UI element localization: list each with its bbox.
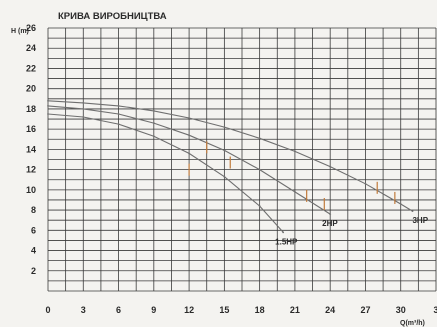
series-point	[82, 116, 85, 118]
chart-title: КРИВА ВИРОБНИЦТВА	[58, 11, 167, 22]
series-line-1.5hp	[47, 113, 284, 233]
series-point	[329, 165, 332, 168]
series-point	[223, 149, 226, 152]
x-tick-label: 21	[290, 305, 300, 315]
y-tick-label: 24	[26, 43, 36, 53]
y-tick-label: 16	[26, 124, 36, 134]
grid	[47, 27, 437, 292]
series-point	[117, 123, 120, 125]
series-label: 3HP	[412, 216, 428, 225]
x-tick-label: 0	[45, 305, 50, 315]
series-point	[399, 203, 402, 205]
x-tick-label: 24	[325, 305, 335, 315]
series-point	[223, 175, 226, 178]
x-tick-label: 30	[396, 305, 406, 315]
series-point	[82, 108, 85, 110]
series-point	[82, 101, 85, 104]
series-point	[47, 99, 49, 102]
series-point	[188, 134, 190, 137]
tick-labels: 0 3 6 9 12 15 18 21 24 27 30 3246810121416182022242…	[26, 23, 437, 315]
y-tick-label: 14	[26, 144, 36, 154]
series-point	[152, 122, 155, 124]
series-point	[117, 113, 120, 115]
series-curves: 1.5HP 2HP 3HP	[47, 99, 429, 246]
x-tick-label: 6	[116, 305, 121, 315]
series-label: 1.5HP	[275, 237, 298, 246]
series-point	[188, 152, 190, 155]
series-point	[152, 135, 155, 138]
x-tick-label: 27	[360, 305, 370, 315]
y-axis-label: H (m)	[11, 28, 29, 35]
y-tick-label: 10	[26, 185, 36, 195]
x-tick-label: 3	[433, 305, 437, 315]
series-point	[329, 213, 332, 216]
x-axis-label: Q(m³/h)	[400, 320, 425, 327]
series-point	[258, 168, 261, 171]
y-tick-label: 20	[26, 84, 36, 94]
y-tick-label: 2	[31, 266, 36, 276]
series-point	[188, 117, 190, 119]
y-tick-label: 4	[31, 246, 36, 256]
series-point	[47, 104, 49, 107]
x-tick-label: 18	[255, 305, 265, 315]
x-tick-label: 9	[151, 305, 156, 315]
y-tick-label: 8	[31, 205, 36, 215]
series-point	[258, 205, 261, 207]
y-tick-label: 22	[26, 63, 36, 73]
series-point	[294, 150, 296, 153]
x-tick-label: 15	[219, 305, 229, 315]
series-label: 2HP	[322, 219, 338, 228]
series-point	[364, 182, 367, 185]
series-point	[152, 110, 155, 112]
y-tick-label: 12	[26, 165, 36, 175]
y-tick-label: 6	[31, 225, 36, 235]
series-point	[282, 231, 285, 234]
series-point	[258, 137, 261, 140]
series-point	[294, 190, 296, 193]
x-tick-label: 12	[184, 305, 194, 315]
y-tick-label: 26	[26, 23, 36, 33]
series-point	[411, 210, 414, 212]
series-point	[117, 104, 120, 107]
series-line-3hp	[47, 100, 413, 212]
series-point	[47, 113, 49, 115]
series-point	[223, 126, 226, 129]
x-tick-label: 3	[81, 305, 86, 315]
y-tick-label: 18	[26, 104, 36, 114]
